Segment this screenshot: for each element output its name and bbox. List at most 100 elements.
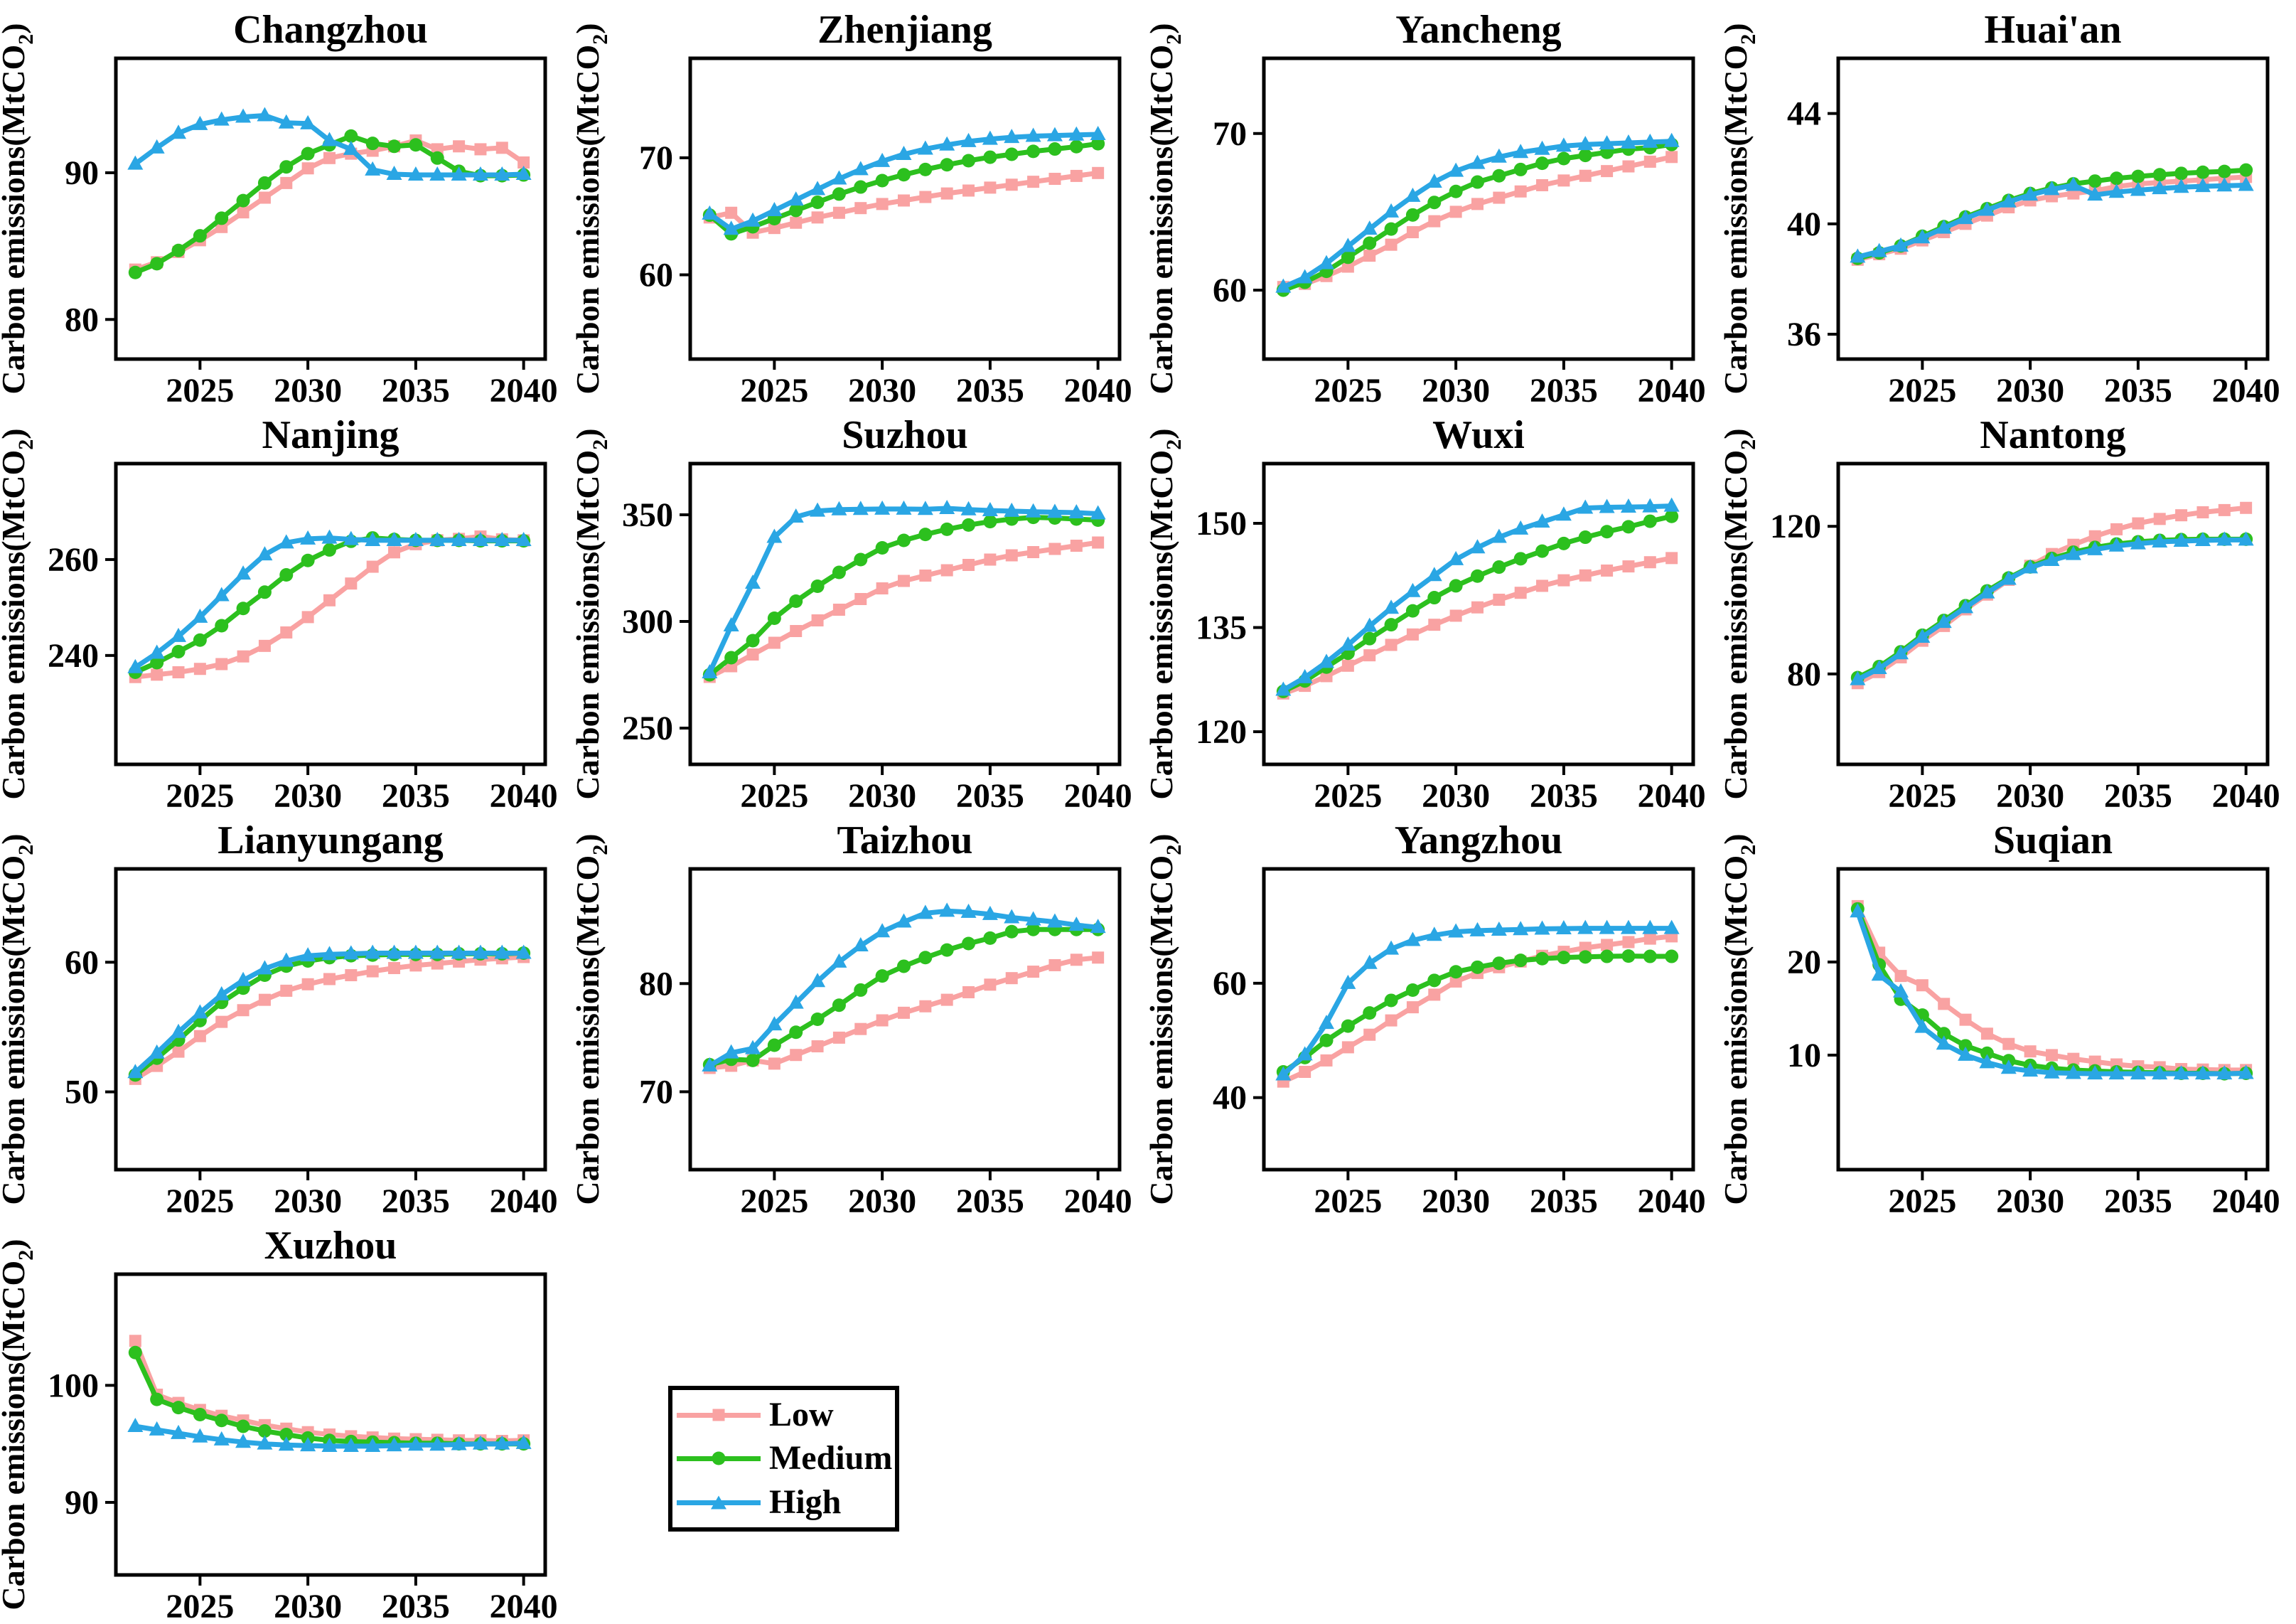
series-high-marker [1850,903,1866,918]
series-low-marker [1643,932,1656,945]
x-tick-label: 2030 [1422,1182,1490,1216]
series-medium-marker [236,193,250,208]
series-low-marker [1449,609,1462,622]
series-high-marker [515,1434,532,1449]
series-medium-marker [236,1419,250,1433]
series-high-marker [2065,1064,2081,1079]
y-tick-label: 80 [65,301,99,338]
series-high-marker [2173,1065,2189,1080]
series-high-marker [1383,940,1400,955]
legend-item-low: Low [672,1394,895,1436]
series-medium-marker [1341,250,1355,265]
series-high-marker [300,114,316,129]
series-low-marker [2067,1052,2080,1065]
series-medium-marker [1363,1006,1377,1020]
series-low-marker [1070,169,1083,182]
series-high-marker [1936,614,1952,629]
series-medium-marker [1449,965,1463,979]
chart-xuzhou: Xuzhou Carbon emissions(MtCO2) 90 100 2025 20… [0,1216,574,1624]
x-tick-label: 2040 [2212,1182,2280,1216]
series-high-marker [2108,1065,2125,1080]
series-low-marker [876,198,889,210]
series-high-marker [1850,248,1866,263]
plot-frame [688,867,1122,1172]
series-high-marker [960,132,977,147]
series-low-marker [453,140,466,153]
chart-yancheng: Yancheng Carbon emissions(MtCO2) 60 70 2025 2… [1148,0,1722,405]
series-low-marker [517,156,530,169]
series-high-marker [2194,531,2211,546]
series-low-marker [1916,979,1928,992]
series-high-marker [386,944,402,959]
series-medium-marker [983,931,997,945]
series-high-marker [2087,1065,2103,1080]
y-tick-label: 50 [65,1074,99,1111]
series-low-marker [940,187,953,200]
series-high-marker [278,1436,294,1451]
series-medium-marker [1578,950,1592,964]
series-high-marker [1914,229,1931,244]
series-high-marker [1297,269,1313,284]
series-medium-marker [150,257,164,271]
series-high-marker [300,530,316,545]
series-low-marker [1428,619,1441,631]
series-high-marker [451,944,467,959]
x-tick-label: 2035 [382,372,450,405]
series-medium-marker [301,146,315,161]
plot-frame [1262,867,1695,1172]
series-high-marker [1599,135,1615,150]
series-medium-marker [1665,949,1679,963]
chart-changzhou-canvas: Changzhou Carbon emissions(MtCO2) 80 90 2025… [0,8,558,405]
series-high-marker [149,644,165,659]
series-high-marker [2065,176,2081,191]
series-medium-marker [2174,166,2189,181]
series-high-marker [192,608,208,623]
series-low-marker [2196,506,2209,519]
series-high-marker [1620,134,1636,149]
series-high-marker [702,1057,718,1072]
y-tick-label: 100 [48,1367,99,1404]
series-high-marker [2173,178,2189,193]
series-high-marker [2130,1065,2146,1080]
series-high-marker [494,944,510,959]
series-high-marker [1555,920,1572,935]
series-medium-marker [724,651,739,665]
series-medium-marker [832,187,846,201]
series-medium-marker [430,151,444,165]
series-low-marker [1048,958,1061,971]
series-low-marker [1938,998,1951,1010]
x-tick-label: 2030 [1422,777,1490,811]
y-tick-label: 60 [65,944,99,981]
series-low-marker [1048,173,1061,186]
series-high-marker [1663,919,1680,934]
x-tick-label: 2035 [2104,777,2172,811]
series-low-marker [388,961,401,974]
series-low-marker [984,181,997,194]
series-high-marker [2044,551,2060,566]
series-high-marker [2130,181,2146,196]
chart-nanjing: Nanjing Carbon emissions(MtCO2) 240 260 2025… [0,405,574,811]
series-high-marker [1275,681,1292,696]
chart-title: Huai'an [1985,8,2122,52]
series-high-marker [1642,498,1658,513]
series-high-marker [852,501,869,515]
series-medium-marker [1449,579,1463,593]
chart-zhenjiang-canvas: Zhenjiang Carbon emissions(MtCO2) 60 70 2025… [574,8,1132,405]
y-tick-label: 20 [1787,944,1821,981]
series-high-marker [1620,919,1636,934]
series-high-marker [192,1004,208,1019]
chart-title: Yancheng [1395,8,1561,52]
series-high-marker [2000,570,2017,585]
series-medium-marker [746,1053,760,1067]
series-high-marker [1599,919,1615,934]
series-high-marker [1426,173,1442,188]
series-high-marker [2044,1064,2060,1079]
series-medium-marker [2239,163,2253,177]
series-medium-marker [1535,544,1550,558]
series-high-marker [451,1436,467,1451]
plot-frame [688,56,1122,361]
series-medium-marker [171,1401,186,1415]
series-high-marker [1534,920,1550,935]
series-medium-marker [322,543,336,557]
